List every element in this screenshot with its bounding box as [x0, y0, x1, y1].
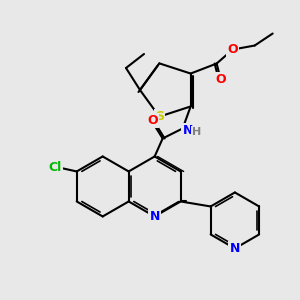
Text: O: O [215, 73, 226, 86]
Text: N: N [230, 242, 240, 255]
Text: H: H [192, 128, 201, 137]
Text: Cl: Cl [48, 161, 61, 174]
Text: O: O [227, 43, 238, 56]
Text: N: N [149, 210, 160, 223]
Text: O: O [147, 114, 158, 127]
Text: S: S [155, 110, 164, 123]
Text: N: N [182, 124, 193, 137]
